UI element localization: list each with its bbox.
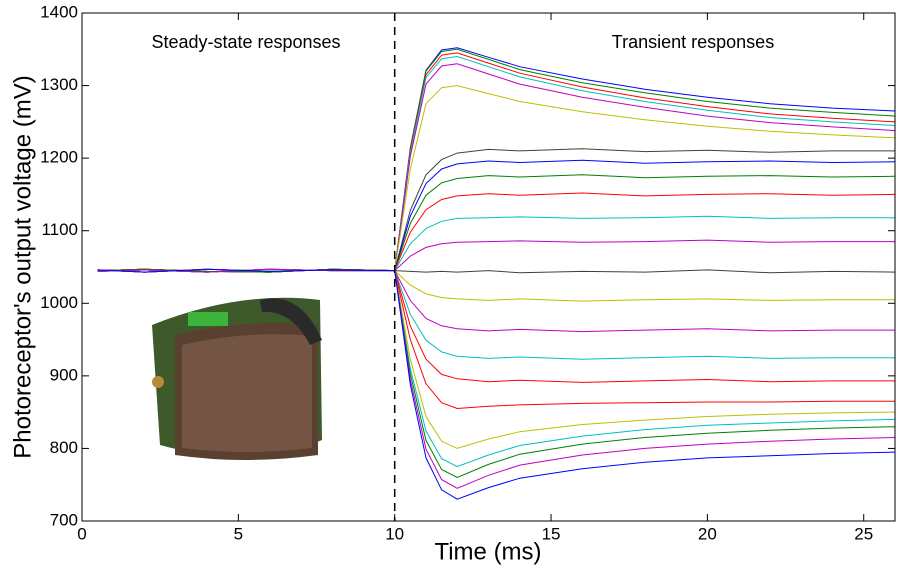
x-tick-label: 15 bbox=[542, 524, 561, 543]
x-tick-label: 20 bbox=[698, 524, 717, 543]
x-tick-label: 25 bbox=[854, 524, 873, 543]
photo-connector bbox=[152, 376, 164, 388]
y-tick-label: 1300 bbox=[40, 75, 78, 94]
y-tick-label: 900 bbox=[50, 365, 78, 384]
x-tick-label: 10 bbox=[385, 524, 404, 543]
x-tick-label: 5 bbox=[234, 524, 243, 543]
series-line bbox=[97, 268, 896, 500]
device-photo bbox=[152, 297, 322, 460]
y-tick-label: 1100 bbox=[41, 220, 78, 239]
y-tick-label: 700 bbox=[50, 510, 78, 529]
x-axis-label: Time (ms) bbox=[434, 538, 541, 565]
annotation: Transient responses bbox=[612, 32, 774, 52]
y-tick-label: 800 bbox=[50, 438, 78, 457]
y-tick-label: 1200 bbox=[40, 148, 78, 167]
axes-box bbox=[81, 12, 896, 522]
series-line bbox=[97, 268, 896, 489]
y-tick-label: 1000 bbox=[40, 293, 78, 312]
y-tick-label: 1400 bbox=[40, 2, 78, 21]
x-tick-label: 0 bbox=[77, 524, 86, 543]
photo-arc bbox=[260, 298, 322, 345]
photo-part bbox=[188, 312, 228, 326]
annotation: Steady-state responses bbox=[151, 32, 340, 52]
series-line bbox=[97, 268, 896, 479]
y-axis-label: Photoreceptor's output voltage (mV) bbox=[9, 75, 36, 458]
photo-sensors bbox=[182, 334, 312, 452]
